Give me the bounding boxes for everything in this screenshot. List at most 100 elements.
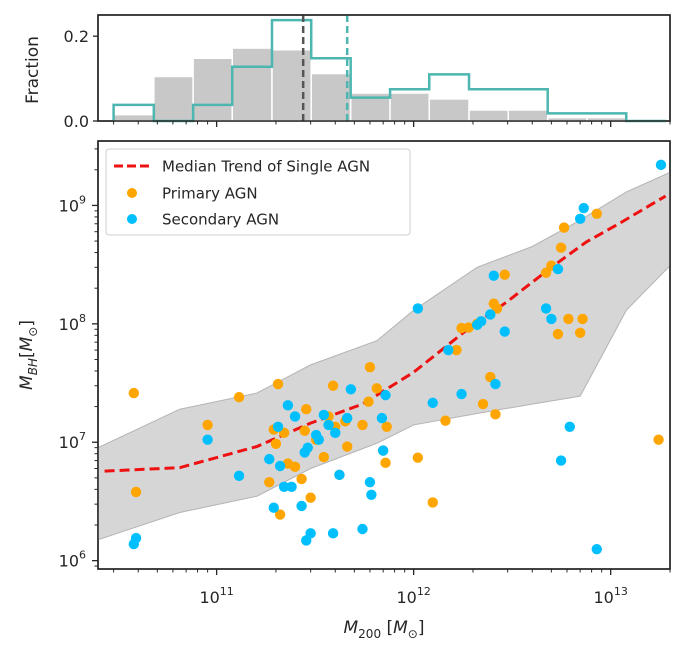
legend-primary-swatch xyxy=(127,188,137,198)
primary-agn-point xyxy=(477,398,489,410)
secondary-agn-point xyxy=(289,411,301,422)
primary-agn-point xyxy=(299,425,310,436)
primary-agn-point xyxy=(653,434,664,445)
secondary-agn-point xyxy=(366,489,377,500)
histogram-x-ticks xyxy=(113,121,671,127)
primary-agn-point xyxy=(558,222,570,233)
scatter-y-ticks: 106 107 108 109 xyxy=(59,148,98,571)
primary-agn-point xyxy=(357,419,368,431)
secondary-agn-point xyxy=(376,412,388,424)
primary-agn-point xyxy=(380,457,391,469)
secondary-agn-point xyxy=(357,523,368,535)
secondary-agn-point xyxy=(330,427,341,439)
secondary-agn-point xyxy=(274,460,286,472)
primary-agn-point xyxy=(440,415,451,426)
secondary-agn-point xyxy=(490,378,501,390)
secondary-agn-point xyxy=(488,270,499,281)
primary-agn-point xyxy=(327,380,339,391)
secondary-agn-point xyxy=(655,159,667,171)
secondary-agn-point xyxy=(443,344,454,356)
histogram-bar xyxy=(271,49,312,122)
primary-agn-point xyxy=(563,313,574,325)
secondary-agn-point xyxy=(591,543,602,555)
secondary-agn-point xyxy=(302,442,313,453)
histogram-bars xyxy=(112,47,628,122)
primary-agn-point xyxy=(577,313,588,325)
primary-agn-point xyxy=(270,438,282,450)
primary-agn-point xyxy=(130,486,142,498)
primary-agn-point xyxy=(499,269,510,280)
primary-agn-point xyxy=(301,404,312,415)
legend-secondary-label: Secondary AGN xyxy=(162,211,279,229)
secondary-agn-point xyxy=(578,202,589,214)
secondary-agn-point xyxy=(412,303,424,314)
scatter-x-ticks: 1011 1012 1013 xyxy=(113,569,671,607)
primary-agn-point xyxy=(591,208,602,219)
median-trend-line xyxy=(104,194,667,473)
histogram-y-tick-label: 0.0 xyxy=(64,112,89,131)
scatter-y-tick-label: 109 xyxy=(59,193,86,215)
primary-agn-point xyxy=(128,387,140,399)
secondary-agn-point xyxy=(342,412,353,424)
histogram-bar xyxy=(507,109,549,122)
secondary-agn-point xyxy=(485,309,496,320)
secondary-agn-point xyxy=(334,469,345,481)
primary-agn-point xyxy=(274,509,286,520)
histogram-bar xyxy=(192,57,233,122)
primary-agn-point xyxy=(272,378,284,390)
histogram-bar xyxy=(310,72,352,122)
histogram-y-ticks: 0.0 0.2 xyxy=(64,27,98,131)
primary-agn-point xyxy=(371,383,382,394)
primary-agn-point xyxy=(555,242,567,253)
primary-agn-point xyxy=(202,419,213,431)
scatter-x-tick-label: 1012 xyxy=(396,585,430,607)
secondary-agn-point xyxy=(286,481,297,493)
secondary-agn-point xyxy=(296,500,307,512)
scatter-panel: 1011 1012 1013 106 107 108 109 Median Trend o… xyxy=(17,140,671,641)
secondary-agn-point xyxy=(327,528,339,539)
secondary-agn-point xyxy=(318,409,330,421)
legend-median-label: Median Trend of Single AGN xyxy=(162,158,370,176)
histogram-panel: 0.0 0.2 Fraction xyxy=(23,14,671,131)
secondary-agn-point xyxy=(574,213,586,225)
histogram-bar xyxy=(389,92,431,122)
primary-agn-point xyxy=(364,362,376,373)
primary-agn-point xyxy=(264,476,275,488)
primary-agn-point xyxy=(540,267,552,278)
histogram-bar xyxy=(468,109,509,122)
secondary-agn-point xyxy=(233,470,245,482)
secondary-agn-point xyxy=(268,502,279,513)
histogram-bar xyxy=(112,113,155,122)
primary-agn-point xyxy=(412,452,424,463)
primary-agn-point xyxy=(305,492,316,503)
primary-agn-point xyxy=(233,392,245,403)
legend-primary-label: Primary AGN xyxy=(162,185,258,203)
secondary-agn-point xyxy=(278,481,290,493)
secondary-agn-point xyxy=(313,434,324,445)
secondary-agn-points xyxy=(128,159,667,555)
scatter-x-axis-label: M200 [M⊙] xyxy=(344,618,425,641)
secondary-agn-point xyxy=(323,419,334,431)
primary-agn-point xyxy=(491,303,503,314)
primary-agn-point xyxy=(490,409,501,420)
primary-agn-point xyxy=(342,441,353,452)
secondary-agn-point xyxy=(499,326,510,337)
scatter-y-axis-label: MBH[M⊙] xyxy=(17,320,40,390)
secondary-agn-point xyxy=(272,421,284,433)
primary-agn-point xyxy=(318,451,330,463)
histogram-step-outline xyxy=(112,18,667,123)
secondary-agn-point xyxy=(555,455,567,466)
secondary-agn-point xyxy=(552,263,564,275)
secondary-agn-point xyxy=(475,316,487,327)
secondary-agn-point xyxy=(427,397,438,409)
scatter-x-tick-label: 1013 xyxy=(594,585,628,607)
primary-agn-point xyxy=(552,328,564,340)
histogram-bar xyxy=(231,47,273,122)
secondary-agn-point xyxy=(264,453,275,465)
histogram-bar xyxy=(153,75,194,122)
secondary-agn-point xyxy=(282,400,294,411)
primary-agn-point xyxy=(296,473,307,485)
primary-agn-point xyxy=(363,396,374,407)
legend-box xyxy=(105,148,411,236)
